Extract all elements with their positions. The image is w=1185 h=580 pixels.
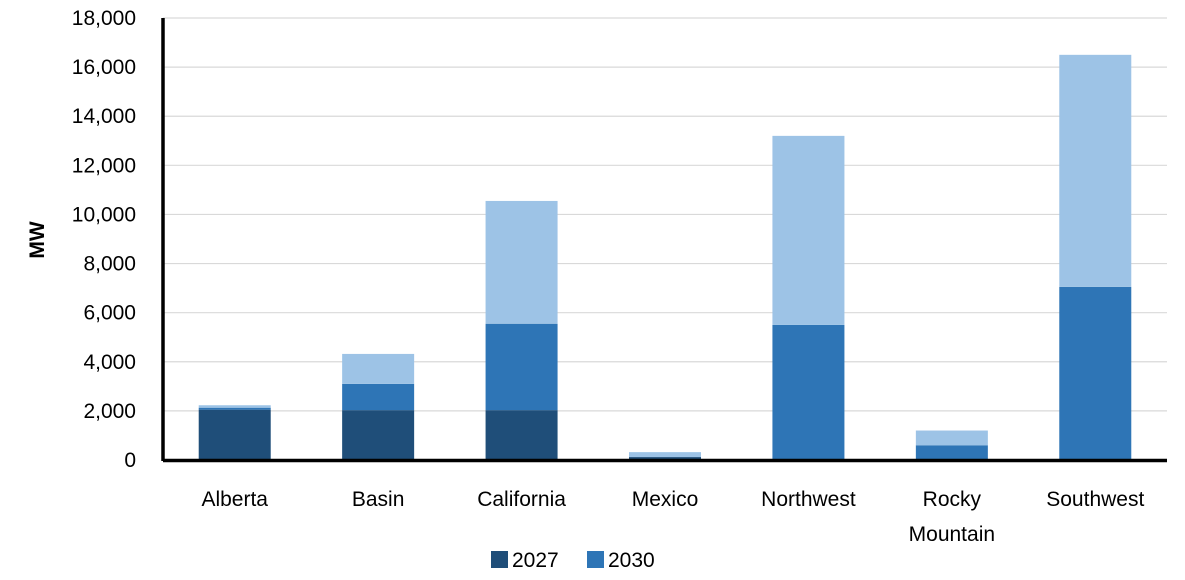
gridlines xyxy=(163,17,1167,412)
legend: 2027 2030 xyxy=(491,549,655,572)
bar-segment-2 xyxy=(198,407,271,410)
y-tick-label: 0 xyxy=(124,449,136,472)
bar-segment-1 xyxy=(342,410,415,460)
x-tick-label: California xyxy=(477,488,566,511)
bars xyxy=(198,54,1132,460)
axes xyxy=(161,18,1167,463)
y-tick-label: 18,000 xyxy=(72,7,136,30)
bar-segment-3 xyxy=(342,353,415,384)
y-tick-label: 2,000 xyxy=(83,400,136,423)
bar-segment-2 xyxy=(772,324,845,460)
y-tick-label: 12,000 xyxy=(72,154,136,177)
x-tick-labels: Alberta Basin California Mexico Northwest Roc… xyxy=(201,488,1144,546)
x-tick-label: Rocky xyxy=(923,488,982,511)
legend-label: 2030 xyxy=(608,549,655,572)
y-tick-label: 14,000 xyxy=(72,105,136,128)
bar-segment-3 xyxy=(198,405,271,408)
bar-segment-3 xyxy=(629,452,701,458)
x-tick-label: Northwest xyxy=(761,488,856,511)
y-tick-label: 16,000 xyxy=(72,56,136,79)
bar-segment-3 xyxy=(1059,54,1132,287)
bar-segment-1 xyxy=(485,410,558,460)
x-tick-label: Basin xyxy=(352,488,405,511)
bar-segment-2 xyxy=(485,323,558,411)
y-tick-label: 8,000 xyxy=(83,253,136,276)
x-tick-label: Southwest xyxy=(1046,488,1144,511)
y-axis-title: MW xyxy=(26,221,49,258)
bar-segment-1 xyxy=(198,409,271,460)
bar-segment-3 xyxy=(915,430,988,446)
y-tick-labels: 0 2,000 4,000 6,000 8,000 10,000 12,000 14,000 1… xyxy=(72,7,136,472)
bar-segment-2 xyxy=(342,383,415,411)
y-tick-label: 10,000 xyxy=(72,203,136,226)
y-tick-label: 6,000 xyxy=(83,302,136,325)
bar-segment-2 xyxy=(915,445,988,460)
x-tick-label: Alberta xyxy=(201,488,268,511)
x-tick-label: Mexico xyxy=(632,488,699,511)
bar-segment-2 xyxy=(1059,286,1132,460)
bar-segment-3 xyxy=(772,135,845,325)
bar-segment-1 xyxy=(629,457,701,460)
legend-swatch xyxy=(491,551,508,568)
bar-segment-3 xyxy=(485,200,558,324)
legend-swatch xyxy=(587,551,604,568)
legend-label: 2027 xyxy=(512,549,559,572)
y-tick-label: 4,000 xyxy=(83,351,136,374)
x-tick-label: Mountain xyxy=(909,523,995,546)
